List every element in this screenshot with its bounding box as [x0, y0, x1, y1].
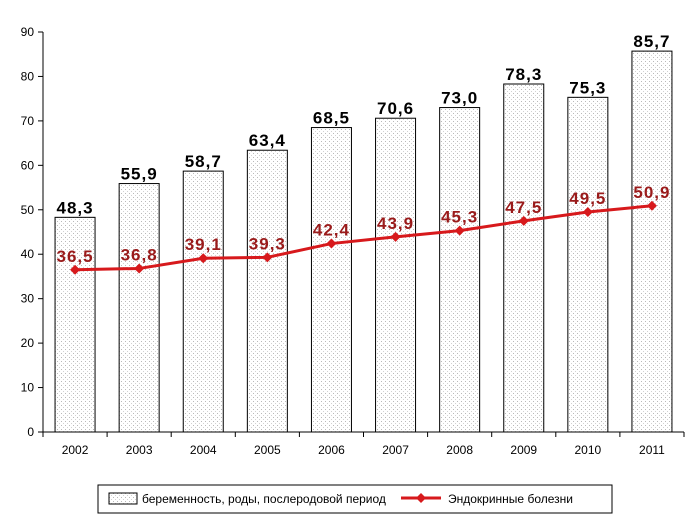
- y-tick-label: 20: [21, 336, 35, 350]
- legend: беременность, роды, послеродовой период …: [97, 484, 613, 514]
- line-value-label: 39,3: [249, 234, 286, 253]
- line-value-label: 43,9: [377, 214, 414, 233]
- bar: [375, 117, 417, 433]
- line-value-label: 49,5: [569, 189, 606, 208]
- y-tick-label: 80: [21, 69, 35, 83]
- legend-box: [97, 484, 613, 514]
- bar-value-label: 78,3: [505, 65, 542, 84]
- y-tick-label: 90: [21, 25, 35, 39]
- line-point: [198, 253, 209, 264]
- bar-value-label: 75,3: [569, 78, 606, 97]
- line-value-label: 45,3: [441, 208, 478, 227]
- x-tick-label: 2005: [254, 443, 281, 457]
- y-tick-label: 70: [21, 114, 35, 128]
- y-tick-label: 50: [21, 203, 35, 217]
- x-tick-label: 2004: [190, 443, 217, 457]
- x-tick-label: 2006: [318, 443, 345, 457]
- line-data-labels: 36,5 36,8 39,1 39,3 42,4 43,9 45,3 47,5 49,5 50,9: [57, 183, 670, 266]
- x-tick-label: 2009: [510, 443, 537, 457]
- bar-value-label: 70,6: [377, 99, 414, 118]
- bar: [631, 50, 673, 433]
- bar: [54, 216, 96, 433]
- x-tick-label: 2010: [574, 443, 601, 457]
- line-value-label: 36,8: [121, 245, 158, 264]
- bar: [182, 170, 224, 433]
- x-tick-label: 2007: [382, 443, 409, 457]
- y-tick-label: 0: [27, 425, 34, 439]
- y-tick-label: 60: [21, 158, 35, 172]
- line-series: [70, 200, 657, 275]
- bar: [439, 107, 481, 433]
- line-point: [646, 200, 657, 211]
- line-value-label: 36,5: [57, 247, 94, 266]
- bar-value-label: 58,7: [185, 152, 222, 171]
- legend-line-label: Эндокринные болезни: [448, 492, 573, 506]
- line-point: [390, 231, 401, 242]
- bar-value-label: 73,0: [441, 89, 478, 108]
- legend-bar-swatch: [108, 492, 138, 505]
- line-value-label: 50,9: [633, 183, 670, 202]
- bar-value-label: 55,9: [121, 165, 158, 184]
- line-value-label: 47,5: [505, 198, 542, 217]
- bar-data-labels: 48,3 55,9 58,7 63,4 68,5 70,6 73,0 78,3 75,3 85,7: [57, 32, 670, 217]
- line-point: [70, 264, 81, 275]
- bar: [567, 96, 609, 433]
- line-point: [454, 225, 465, 236]
- line-point: [518, 215, 529, 226]
- bar-value-label: 68,5: [313, 109, 350, 128]
- legend-bar-label: беременность, роды, послеродовой период: [142, 492, 386, 506]
- bar-value-label: 63,4: [249, 131, 286, 150]
- y-tick-label: 10: [21, 381, 35, 395]
- x-tick-label: 2008: [446, 443, 473, 457]
- line-value-label: 39,1: [185, 235, 222, 254]
- line-path: [75, 204, 653, 272]
- line-value-label: 42,4: [313, 221, 350, 240]
- bar: [246, 149, 288, 433]
- line-point: [326, 238, 337, 249]
- bar-value-label: 48,3: [57, 198, 94, 217]
- bar: [118, 183, 160, 433]
- line-point: [582, 207, 593, 217]
- bar-value-label: 85,7: [633, 32, 670, 51]
- x-tick-label: 2011: [639, 443, 665, 457]
- y-axis: 0 10 20 30 40 50 60 70 80 90: [21, 25, 43, 439]
- bar: [310, 127, 352, 433]
- line-point: [262, 252, 273, 263]
- x-tick-label: 2003: [126, 443, 153, 457]
- x-tick-label: 2002: [62, 443, 89, 457]
- line-point: [134, 263, 145, 274]
- bar: [503, 83, 545, 433]
- y-tick-label: 40: [21, 247, 35, 261]
- legend-line-marker: [416, 493, 426, 503]
- y-tick-label: 30: [21, 292, 35, 306]
- x-axis: 2002 2003 2004 2005 2006 2007 2008 2009 2010 2011: [42, 432, 685, 457]
